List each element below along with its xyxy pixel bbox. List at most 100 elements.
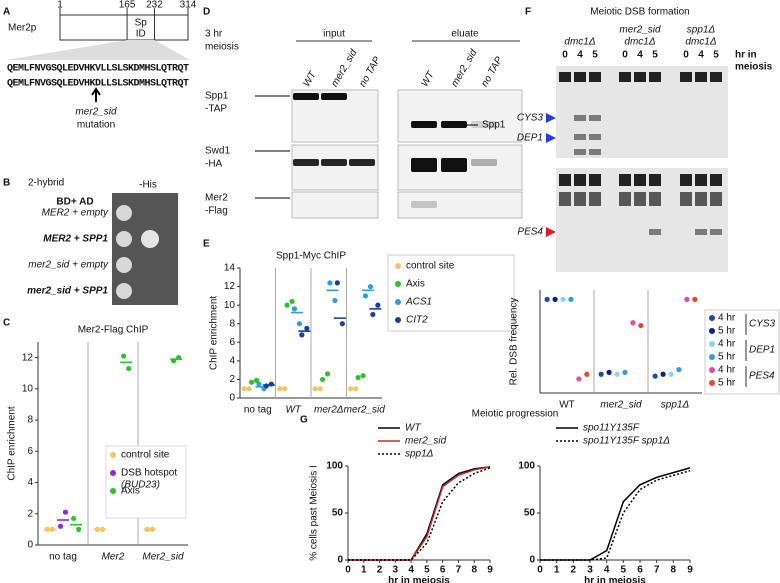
strain-label: dmc1Δ: [685, 37, 716, 48]
band: [634, 72, 646, 82]
x-tick-label: 5: [424, 565, 430, 576]
band: [619, 174, 631, 186]
y-tick-label: 6: [27, 446, 33, 457]
data-point: [684, 296, 690, 302]
y-tick-label: 10: [22, 383, 34, 394]
legend-swatch: [110, 488, 116, 494]
band: [619, 72, 631, 82]
x-tick-label: 6: [440, 565, 446, 576]
blot-label: Swd1: [205, 146, 230, 157]
protein-box: [59, 14, 189, 41]
locus-label: PES4: [517, 227, 543, 238]
growth-spot: [141, 230, 159, 248]
band-label: Spp1: [482, 120, 506, 131]
y-tick-label: 8: [229, 318, 235, 329]
panel-title: Meiotic progression: [472, 409, 559, 420]
growth-spot: [116, 283, 132, 299]
legend-swatch: [395, 317, 401, 323]
legend-label: 4 hr: [718, 339, 736, 350]
band: [574, 149, 586, 155]
data-point: [256, 381, 262, 387]
data-point: [362, 293, 369, 299]
legend-label: 5 hr: [718, 352, 736, 363]
sequence-wt: QEMLFNVGSQLEDVHKVLLSLSKDMHSLQTRQT: [7, 64, 189, 75]
legend-swatch: [709, 380, 715, 386]
chart-title: Spp1-Myc ChIP: [276, 251, 346, 262]
zoom-wedge: [6, 40, 190, 60]
data-point: [268, 381, 274, 387]
strain-label: mer2_sid: [619, 25, 661, 36]
band: [574, 115, 586, 121]
data-point: [630, 320, 636, 326]
band: [589, 149, 601, 155]
data-point: [355, 374, 361, 381]
data-point: [360, 373, 366, 379]
x-tick-label: mer2_sid: [344, 405, 386, 416]
x-tick-label: 2: [571, 565, 577, 576]
band: [649, 192, 661, 206]
data-point: [348, 386, 354, 392]
legend-label: Axis: [121, 486, 140, 497]
position-label: 314: [180, 0, 197, 11]
lane-label: WT: [419, 69, 437, 89]
position-label: 165: [119, 0, 136, 11]
mutant-name: mer2_sid: [75, 107, 117, 118]
position-label: 1: [57, 0, 63, 11]
x-tick-label: 5: [621, 565, 627, 576]
band: [710, 192, 722, 206]
band: [293, 93, 319, 100]
y-tick-label: 2: [229, 374, 235, 385]
data-point: [552, 296, 558, 302]
data-point: [622, 369, 628, 375]
y-tick-label: 0: [229, 393, 235, 404]
legend-label: mer2_sid: [405, 436, 447, 447]
x-tick-label: 3: [587, 565, 593, 576]
strain-label: dmc1Δ: [624, 37, 655, 48]
y-tick-label: 50: [332, 508, 344, 519]
legend-label: CIT2: [406, 315, 428, 326]
domain-label: Sp: [135, 18, 148, 29]
y-axis-label: Rel. DSB frequency: [509, 298, 520, 386]
lane-label: WT: [301, 69, 319, 89]
row-label: MER2 + SPP1: [43, 234, 108, 245]
data-point: [370, 311, 376, 318]
data-point: [317, 386, 323, 392]
panel-letter: F: [525, 7, 531, 18]
data-point: [319, 376, 326, 383]
data-point: [584, 371, 590, 377]
band: [441, 121, 467, 128]
band: [574, 134, 586, 140]
data-point: [121, 353, 127, 359]
series-line: [348, 467, 491, 561]
y-axis-label: ChIP enrichment: [7, 406, 18, 481]
x-tick-label: WT: [559, 400, 575, 411]
strain-label: dmc1Δ: [564, 37, 595, 48]
x-tick-label: mer2_sid: [600, 400, 642, 411]
time-label: 5: [592, 50, 598, 61]
data-point: [289, 298, 295, 305]
x-tick-label: 9: [487, 565, 493, 576]
legend-label: control site: [121, 450, 170, 461]
y-tick-label: 12: [22, 352, 34, 363]
band: [695, 174, 707, 186]
time-label: 5: [652, 50, 658, 61]
data-point: [71, 515, 77, 522]
data-point: [692, 296, 698, 302]
y-tick-label: 12: [224, 281, 236, 292]
band: [559, 72, 571, 82]
legend-label: 4 hr: [718, 313, 736, 324]
band: [710, 229, 722, 235]
data-point: [76, 526, 82, 532]
legend-label: spo11Y135F spp1Δ: [583, 436, 670, 447]
y-tick-label: 100: [518, 461, 535, 472]
x-tick-label: 7: [654, 565, 660, 576]
time-label: 0: [683, 50, 689, 61]
x-tick-label: spp1Δ: [661, 400, 690, 411]
x-tick-label: Mer2: [102, 552, 125, 563]
panel-letter: E: [203, 239, 210, 250]
legend-note: (BUD23): [121, 480, 160, 491]
blot-label: -HA: [205, 159, 223, 170]
x-tick-label: Mer2_sid: [142, 552, 184, 563]
series-line: [348, 466, 491, 561]
